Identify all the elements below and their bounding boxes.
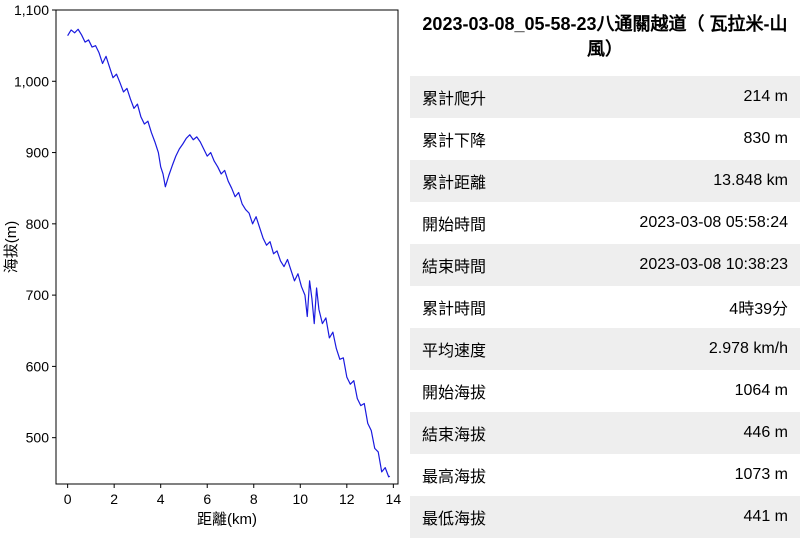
svg-text:6: 6 [203, 491, 211, 507]
info-label: 最低海拔 [422, 505, 486, 529]
info-label: 累計下降 [422, 127, 486, 151]
info-row: 結束海拔 446 m [410, 412, 800, 454]
info-value: 13.848 km [713, 172, 788, 190]
info-label: 累計爬升 [422, 85, 486, 109]
info-row: 最高海拔 1073 m [410, 454, 800, 496]
info-label: 累計距離 [422, 169, 486, 193]
info-row: 累計距離 13.848 km [410, 160, 800, 202]
svg-text:2: 2 [110, 491, 118, 507]
info-row: 結束時間 2023-03-08 10:38:23 [410, 244, 800, 286]
svg-text:700: 700 [26, 287, 50, 303]
info-row: 累計爬升 214 m [410, 76, 800, 118]
info-label: 開始時間 [422, 211, 486, 235]
svg-text:10: 10 [292, 491, 308, 507]
info-value: 2.978 km/h [709, 340, 788, 358]
svg-text:4: 4 [157, 491, 165, 507]
svg-text:距離(km): 距離(km) [197, 510, 257, 528]
info-value: 214 m [744, 88, 788, 106]
elevation-chart: 500 600 700 800 900 1,000 1,100 0 2 4 6 8 10 12 14 距離(k… [0, 0, 410, 532]
info-value: 830 m [744, 130, 788, 148]
svg-text:8: 8 [250, 491, 258, 507]
info-value: 2023-03-08 10:38:23 [639, 256, 788, 274]
info-value: 446 m [744, 424, 788, 442]
info-value: 1064 m [735, 382, 788, 400]
info-value: 4時39分 [729, 295, 788, 319]
info-label: 結束海拔 [422, 421, 486, 445]
svg-text:12: 12 [339, 491, 355, 507]
info-label: 累計時間 [422, 295, 486, 319]
info-row: 累計下降 830 m [410, 118, 800, 160]
info-label: 結束時間 [422, 253, 486, 277]
svg-text:500: 500 [26, 430, 50, 446]
info-panel: 2023-03-08_05-58-23八通關越道（ 瓦拉米-山風） 累計爬升 21… [410, 0, 800, 532]
svg-text:14: 14 [386, 491, 402, 507]
elevation-chart-panel: 500 600 700 800 900 1,000 1,100 0 2 4 6 8 10 12 14 距離(k… [0, 0, 410, 532]
info-row: 平均速度 2.978 km/h [410, 328, 800, 370]
svg-text:0: 0 [64, 491, 72, 507]
svg-text:600: 600 [26, 358, 50, 374]
info-row: 開始海拔 1064 m [410, 370, 800, 412]
svg-text:1,100: 1,100 [14, 2, 49, 18]
info-label: 平均速度 [422, 337, 486, 361]
info-label: 開始海拔 [422, 379, 486, 403]
svg-text:海拔(m): 海拔(m) [3, 221, 20, 274]
info-value: 2023-03-08 05:58:24 [639, 214, 788, 232]
info-table: 累計爬升 214 m 累計下降 830 m 累計距離 13.848 km 開始時間 2023-… [410, 76, 800, 538]
svg-text:1,000: 1,000 [14, 73, 49, 89]
track-title: 2023-03-08_05-58-23八通關越道（ 瓦拉米-山風） [410, 0, 800, 76]
svg-text:900: 900 [26, 145, 50, 161]
info-row: 累計時間 4時39分 [410, 286, 800, 328]
info-row: 開始時間 2023-03-08 05:58:24 [410, 202, 800, 244]
info-value: 441 m [744, 508, 788, 526]
info-label: 最高海拔 [422, 463, 486, 487]
svg-text:800: 800 [26, 216, 50, 232]
info-value: 1073 m [735, 466, 788, 484]
